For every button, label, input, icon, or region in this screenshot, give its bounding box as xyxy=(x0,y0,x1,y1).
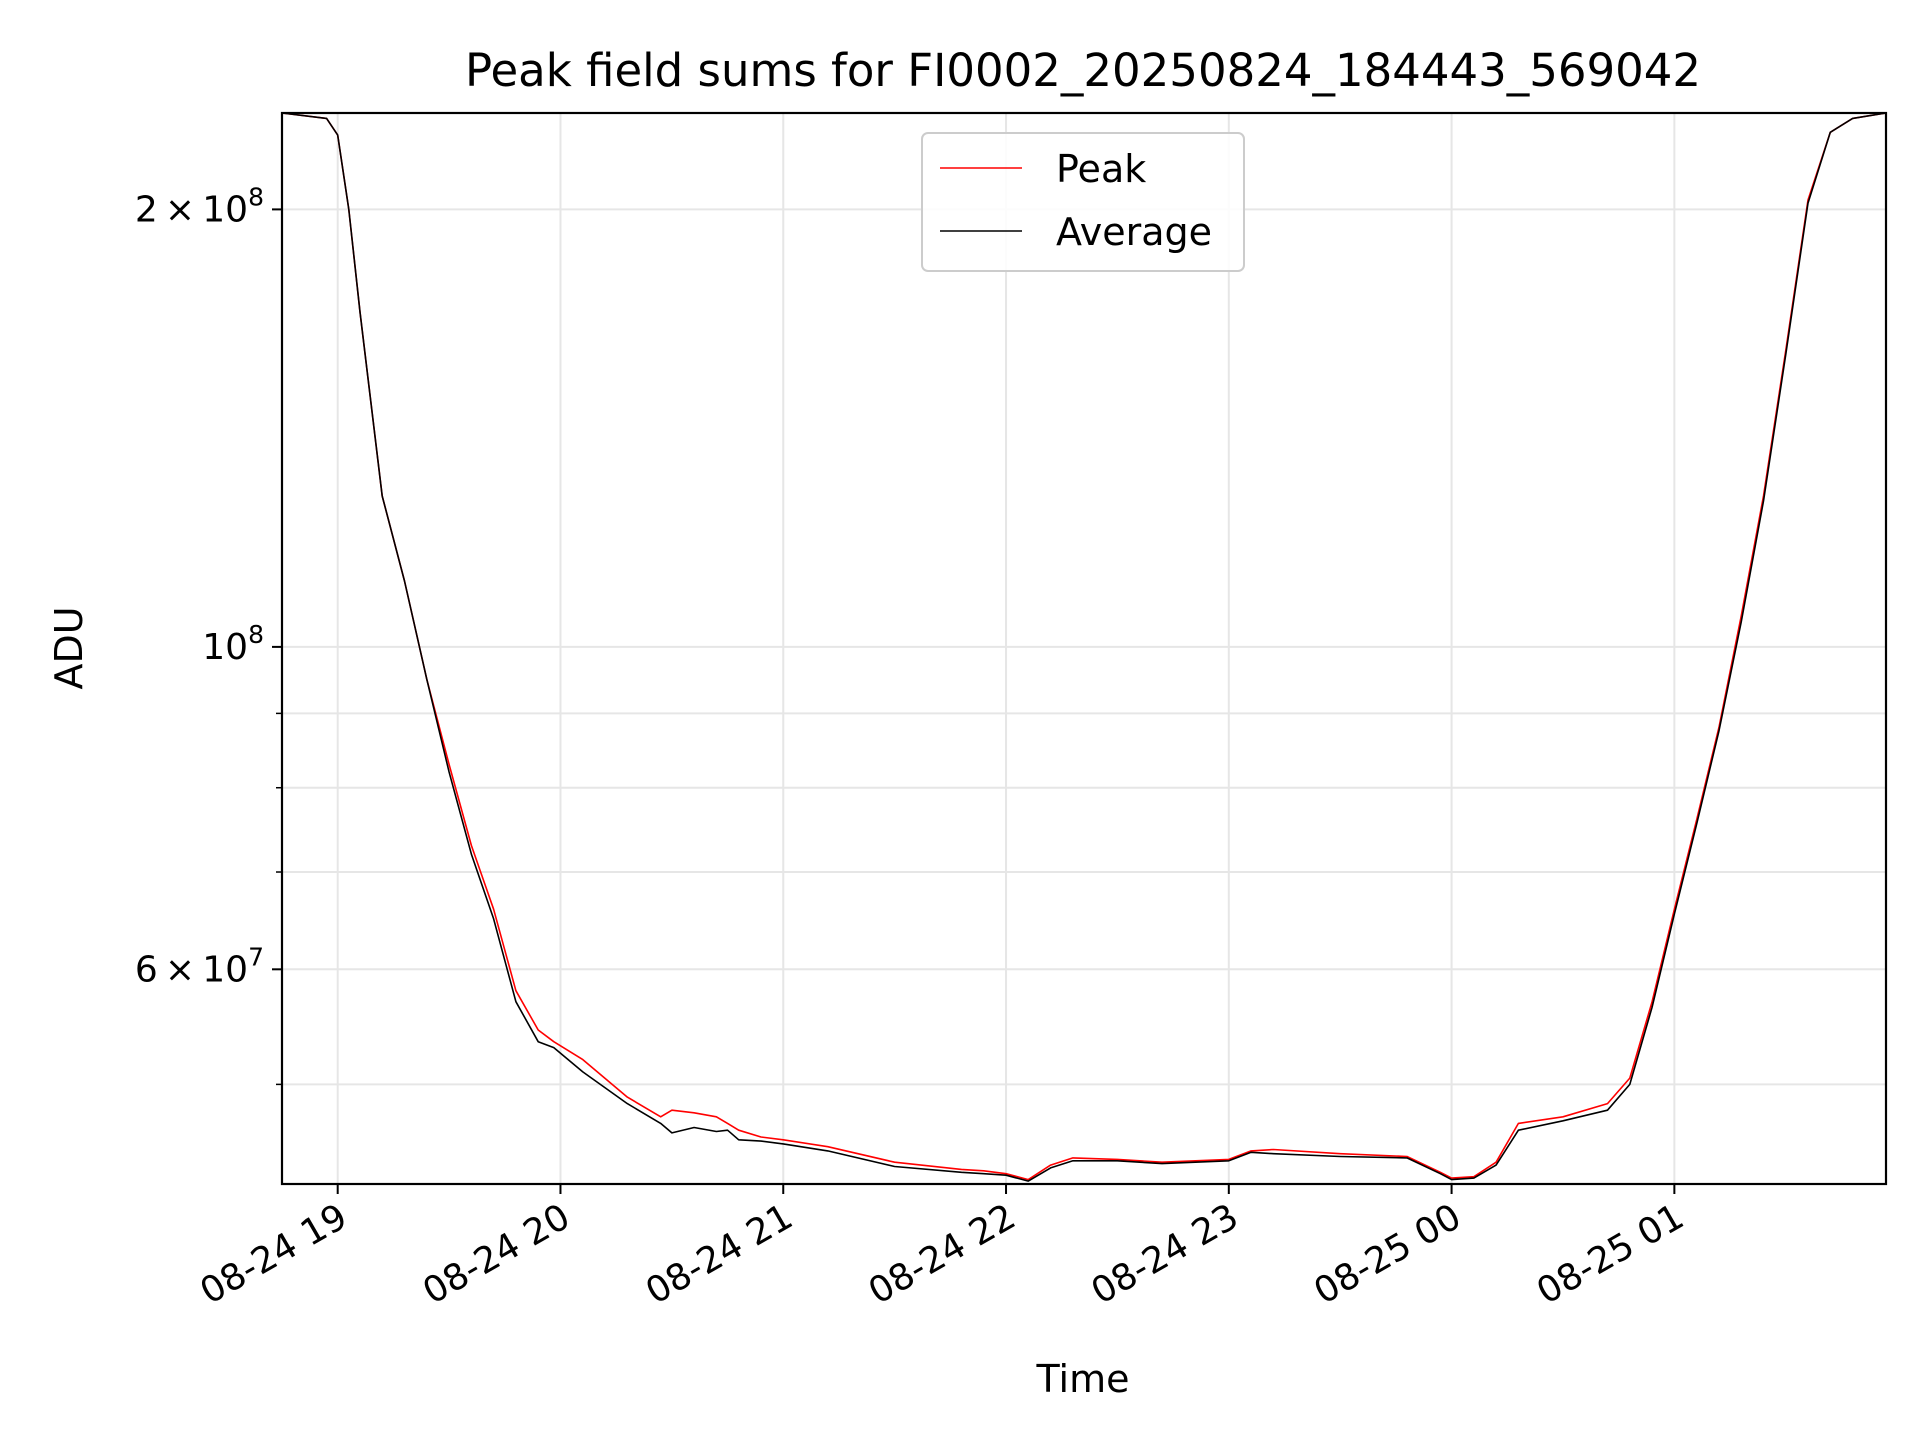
legend-peak-label: Peak xyxy=(1056,147,1146,191)
chart-title: Peak field sums for FI0002_20250824_1844… xyxy=(465,44,1701,97)
series-layer xyxy=(281,112,1887,1182)
legend: Peak Average xyxy=(921,132,1245,272)
y-axis-label: ADU xyxy=(47,606,91,689)
y-tick-layer: 2 × 108 108 6 × 107 xyxy=(135,182,282,1086)
y-tick-label: 2 × 108 xyxy=(135,182,264,230)
y-tick-label: 6 × 107 xyxy=(135,942,264,990)
legend-average-label: Average xyxy=(1056,210,1212,254)
series-line-average xyxy=(281,112,1887,1182)
plot-frame xyxy=(280,111,1888,1186)
y-tick-label: 108 xyxy=(202,620,264,668)
grid-layer xyxy=(282,113,1886,1184)
x-axis-label: Time xyxy=(1036,1357,1130,1401)
series-line-peak xyxy=(281,112,1887,1181)
